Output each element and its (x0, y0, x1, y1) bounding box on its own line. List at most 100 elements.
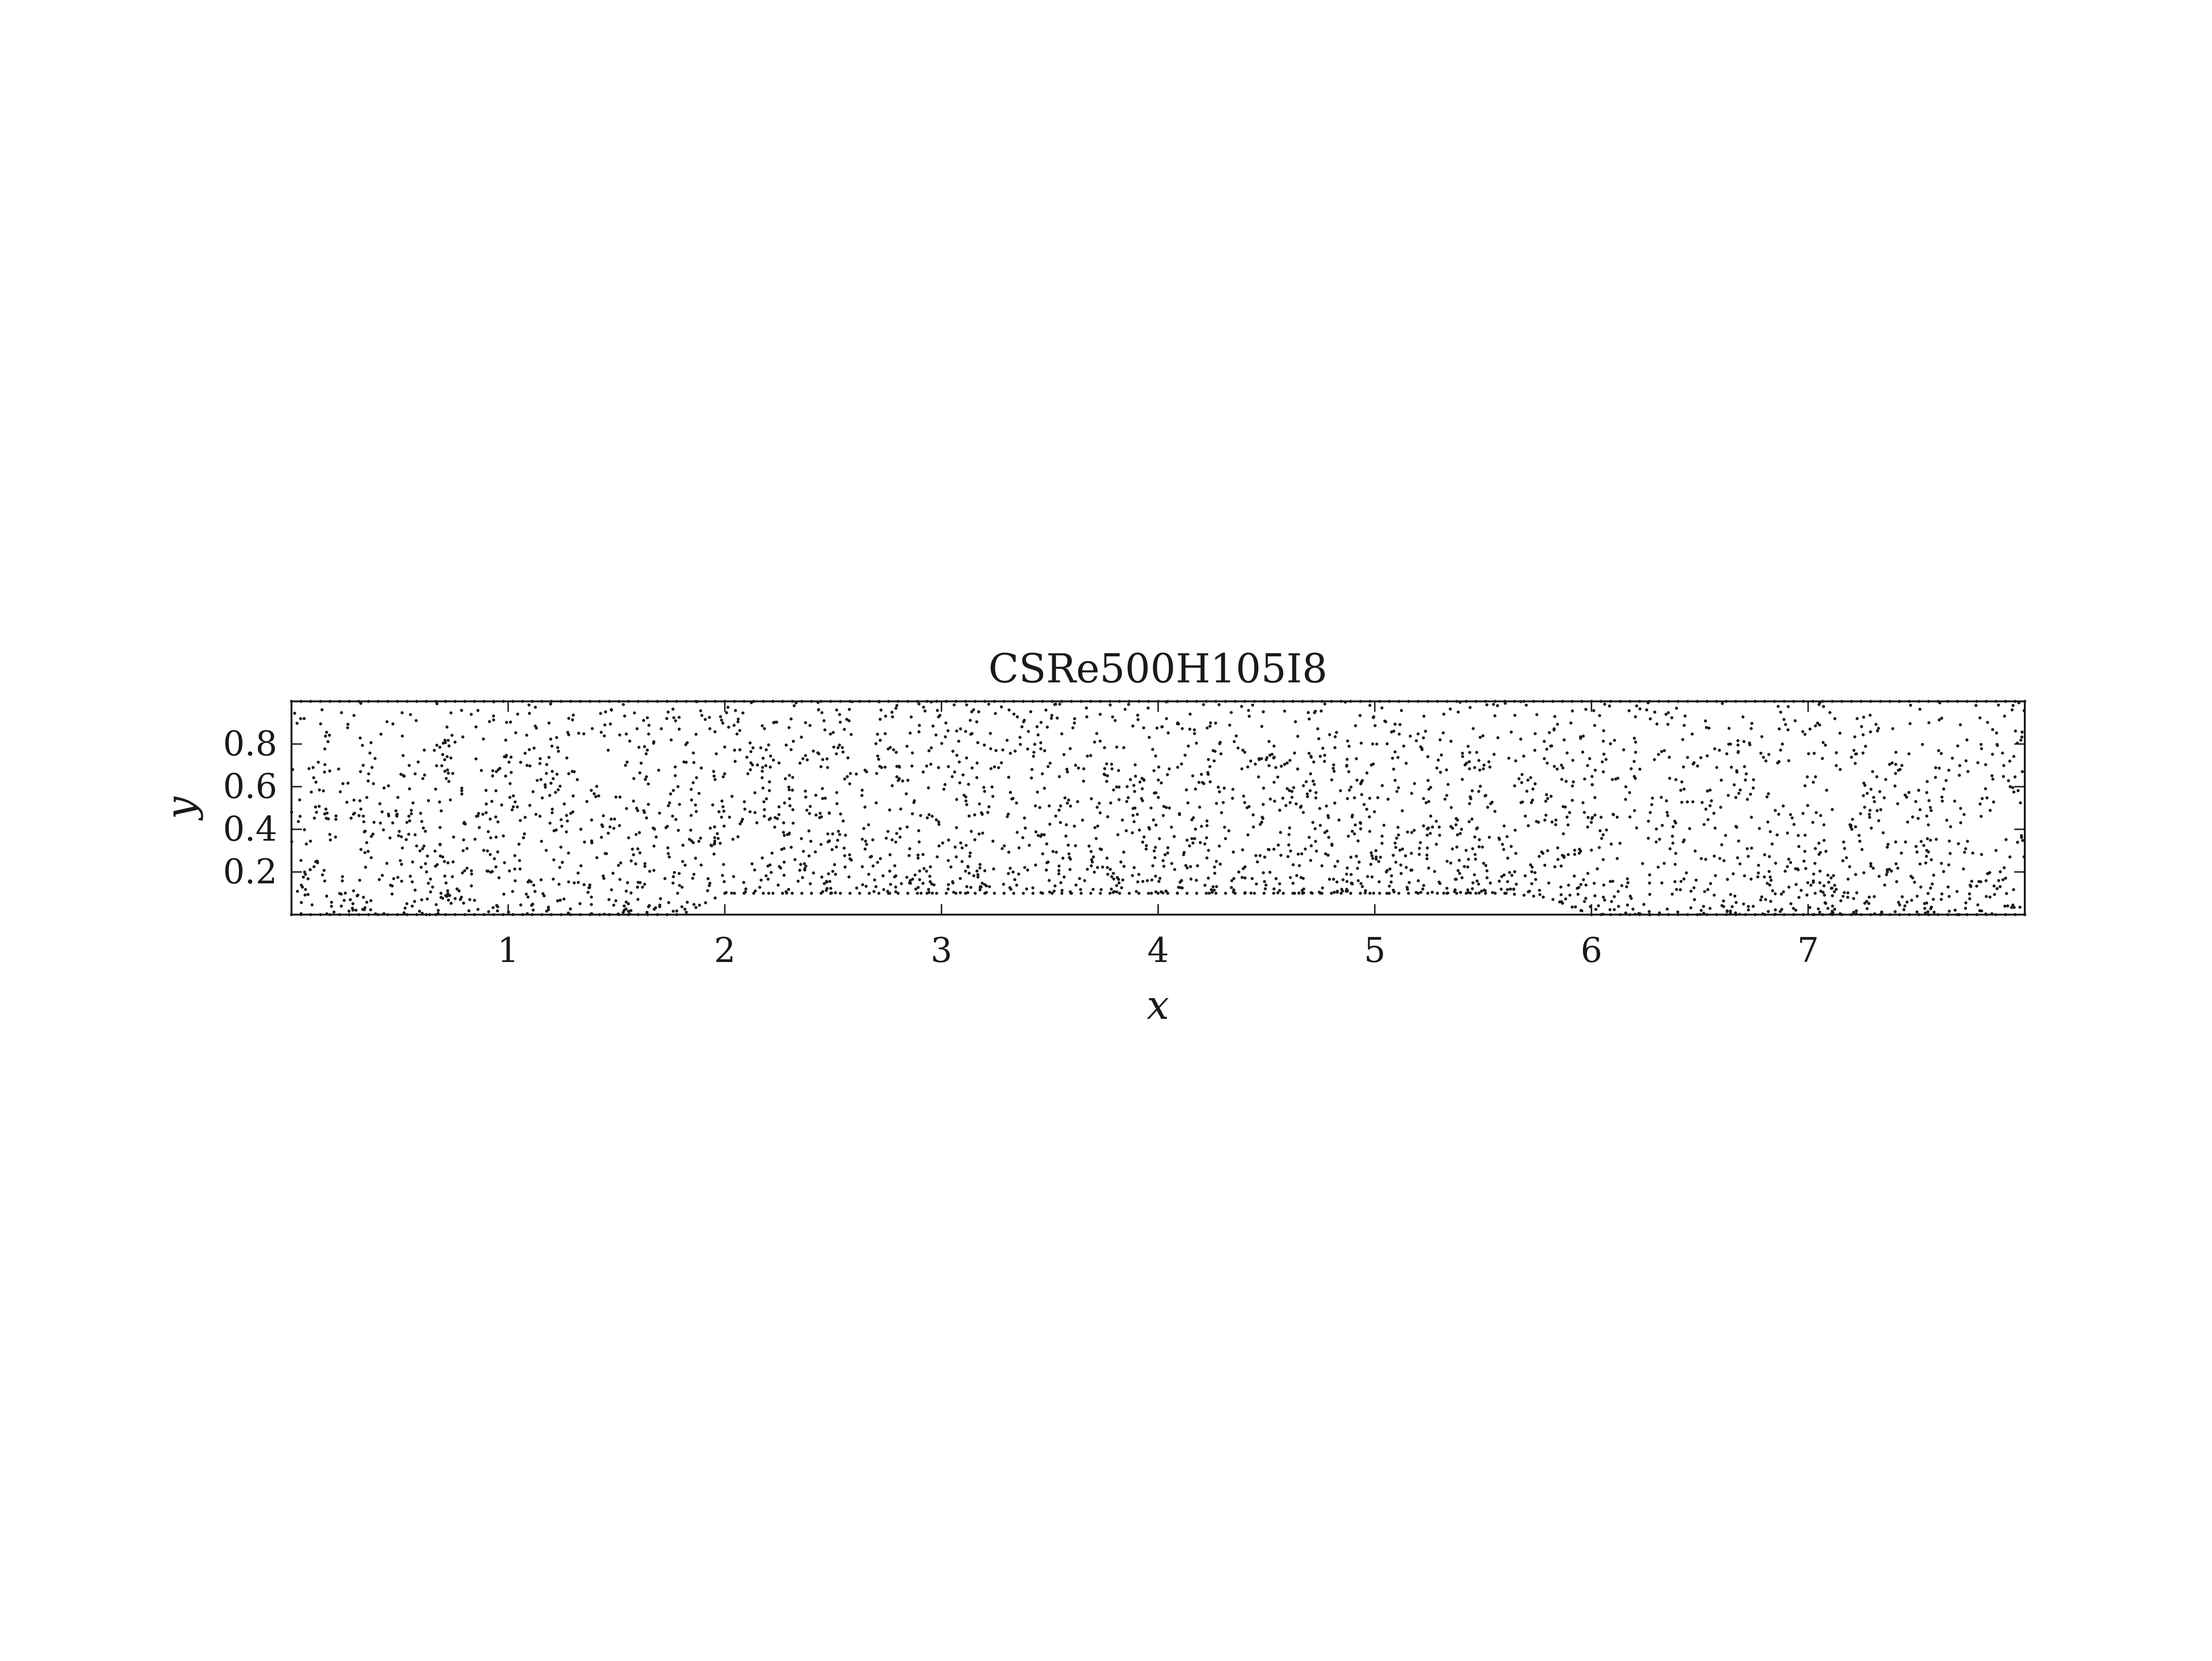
data-point (1472, 727, 1475, 730)
data-point (1335, 880, 1338, 884)
data-point (452, 835, 455, 839)
data-point (692, 751, 695, 755)
data-point (457, 889, 461, 893)
data-point (1345, 880, 1349, 883)
data-point (1766, 910, 1770, 913)
data-point (978, 866, 982, 870)
data-point (1777, 813, 1781, 816)
data-point (1859, 812, 1862, 816)
data-point (1877, 875, 1881, 878)
data-point (860, 794, 864, 797)
data-point (1435, 843, 1438, 846)
data-point (366, 779, 370, 783)
data-point (1062, 875, 1066, 879)
data-point (725, 711, 728, 715)
data-point (1803, 733, 1807, 736)
data-point (1426, 846, 1429, 850)
data-point (646, 803, 650, 806)
data-point (1288, 801, 1292, 804)
data-point (745, 755, 749, 759)
data-point (1299, 806, 1302, 809)
data-point (1671, 892, 1674, 896)
data-point (1671, 825, 1675, 828)
data-point (470, 869, 473, 872)
data-point (755, 821, 759, 825)
data-point (1048, 762, 1052, 765)
data-point (454, 897, 457, 900)
data-point (474, 725, 478, 729)
data-point (1611, 813, 1615, 816)
data-point (767, 891, 771, 895)
data-point (1563, 738, 1566, 742)
data-point (1426, 779, 1430, 782)
data-point (954, 845, 957, 849)
data-point (1631, 908, 1635, 911)
data-point (1359, 882, 1363, 885)
data-point (713, 825, 716, 829)
data-point (1180, 762, 1183, 766)
data-point (1458, 832, 1462, 835)
data-point (726, 706, 730, 709)
data-point (299, 717, 302, 720)
data-point (1701, 801, 1704, 804)
data-point (1766, 820, 1770, 824)
data-point (614, 795, 618, 799)
data-point (1547, 881, 1550, 885)
data-point (987, 805, 991, 808)
data-point (1280, 764, 1283, 768)
boundary-point (1291, 891, 1295, 895)
data-point (1241, 848, 1244, 852)
data-point (511, 889, 514, 893)
data-point (1288, 826, 1292, 830)
data-point (1818, 723, 1821, 726)
data-point (671, 881, 675, 885)
data-point (1199, 841, 1202, 844)
data-point (1545, 793, 1548, 797)
data-point (1000, 705, 1003, 708)
data-point (495, 770, 498, 773)
data-point (1813, 847, 1817, 850)
data-point (1948, 839, 1951, 843)
data-point (1498, 880, 1501, 883)
data-point (847, 719, 851, 723)
data-point (1296, 853, 1300, 856)
data-point (1150, 878, 1154, 882)
data-point (429, 890, 432, 894)
data-point (1398, 723, 1402, 726)
data-point (1934, 766, 1938, 770)
data-point (1355, 757, 1358, 761)
data-point (1527, 890, 1530, 894)
data-point (1517, 777, 1520, 781)
data-point (1571, 709, 1574, 713)
data-point (549, 737, 553, 741)
data-point (345, 800, 349, 804)
data-point (1449, 806, 1453, 809)
data-point (1390, 874, 1393, 878)
data-point (798, 762, 802, 765)
data-point (305, 842, 308, 846)
data-point (1894, 772, 1897, 775)
data-point (438, 843, 442, 846)
data-point (460, 787, 464, 790)
data-point (1215, 885, 1218, 889)
boundary-point (1031, 891, 1035, 895)
data-point (893, 864, 897, 868)
boundary-point (1021, 891, 1025, 895)
data-point (1704, 808, 1708, 811)
data-point (1590, 817, 1593, 820)
data-point (1142, 779, 1146, 782)
data-point (1593, 769, 1597, 772)
data-point (323, 747, 327, 751)
data-point (1487, 760, 1491, 763)
data-point (1774, 808, 1777, 812)
data-point (1103, 773, 1107, 777)
data-point (1496, 704, 1499, 708)
data-point (1319, 824, 1322, 827)
data-point (319, 722, 322, 726)
data-point (478, 826, 481, 829)
data-point (1208, 765, 1211, 768)
data-point (1781, 742, 1784, 746)
data-point (822, 719, 826, 723)
data-point (525, 734, 528, 737)
data-point (788, 797, 792, 800)
